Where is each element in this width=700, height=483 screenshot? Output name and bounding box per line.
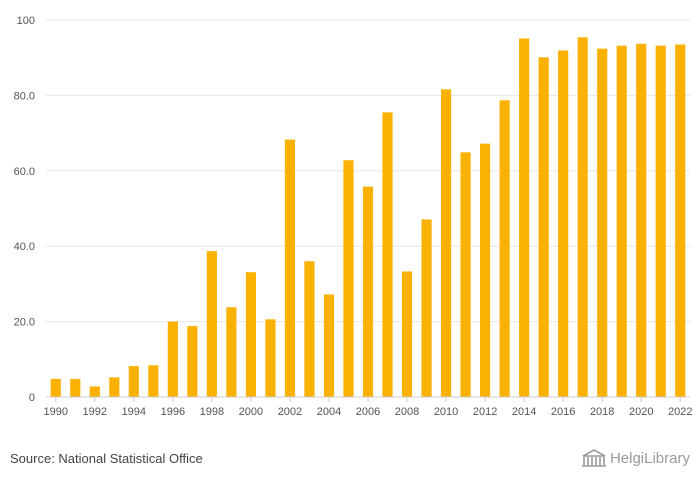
y-tick-label: 0 [29,392,35,404]
y-tick-label: 60.0 [14,166,35,178]
bar-2005 [343,160,354,397]
x-tick-label: 2000 [239,406,263,418]
y-tick-label: 80.0 [14,90,35,102]
bar-2015 [538,57,549,397]
x-tick-label: 2020 [629,406,653,418]
bar-2016 [558,50,569,397]
library-building-icon [581,449,606,467]
x-tick-label: 2016 [551,406,575,418]
bar-1998 [206,251,217,397]
bar-2007 [382,112,393,398]
y-tick-label: 100 [17,15,35,27]
bar-2022 [675,44,686,397]
x-tick-label: 2012 [473,406,497,418]
y-tick-label: 40.0 [14,241,35,253]
x-tick-label: 1992 [83,406,107,418]
bar-1993 [109,377,120,397]
bar-2019 [616,45,627,397]
x-tick-label: 2008 [395,406,419,418]
bar-2018 [597,48,608,398]
bar-1991 [70,378,81,397]
bar-1997 [187,326,198,397]
x-tick-label: 2004 [317,406,341,418]
x-tick-label: 2010 [434,406,458,418]
y-axis-ticks: 0 20.0 40.0 60.0 80.0 100 [14,15,35,404]
bar-2017 [577,37,588,398]
x-tick-label: 2014 [512,406,536,418]
bar-2009 [421,219,432,397]
bar-2021 [655,45,666,397]
bar-2000 [245,272,256,397]
bar-2006 [362,186,374,397]
x-tick-label: 2006 [356,406,380,418]
x-tick-label: 1996 [161,406,185,418]
bar-2002 [284,139,296,397]
bar-1995 [148,365,159,397]
bar-1996 [167,321,178,397]
bar-2013 [499,100,510,398]
y-tick-label: 20.0 [14,317,35,329]
x-tick-label: 2018 [590,406,614,418]
bar-2001 [265,319,276,397]
x-axis-ticks: 1990 1992 1994 1996 1998 2000 2002 2004 2006 2008… [44,397,692,418]
x-tick-label: 2002 [278,406,302,418]
source-note: Source: National Statistical Office [10,451,203,466]
x-tick-label: 1990 [44,406,68,418]
bar-1992 [89,386,100,397]
bar-2003 [304,261,315,397]
brand-logo: HelgiLibrary [581,448,690,468]
x-tick-label: 1998 [200,406,224,418]
bar-1990 [50,378,61,397]
bars [50,37,686,398]
bar-2020 [636,43,647,397]
x-tick-label: 1994 [122,406,146,418]
brand-name: HelgiLibrary [609,449,690,467]
bar-2010 [440,89,452,398]
bar-2008 [401,271,413,397]
x-tick-label: 2022 [668,406,692,418]
bar-2012 [480,143,491,397]
bar-1994 [128,366,139,397]
bar-2011 [460,152,471,397]
bar-1999 [226,307,237,397]
bar-2004 [323,294,335,397]
bar-2014 [519,38,530,397]
